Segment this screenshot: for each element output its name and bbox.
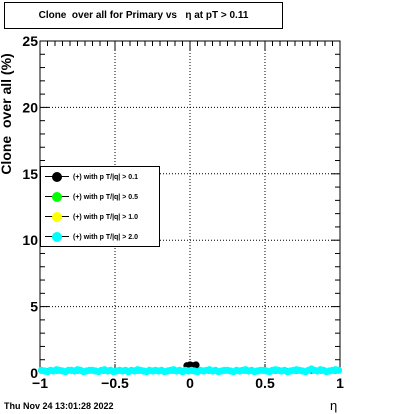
- legend-entry: (+) with p T/|q| > 0.5: [41, 187, 161, 207]
- x-tick-label: −0.5: [101, 375, 129, 391]
- y-tick-label: 20: [22, 99, 38, 115]
- legend-entry: (+) with p T/|q| > 1.0: [41, 207, 161, 227]
- grid: [40, 41, 340, 373]
- legend-entry: (+) with p T/|q| > 0.1: [41, 167, 161, 187]
- legend-marker: [52, 212, 62, 222]
- legend: (+) with p T/|q| > 0.1 (+) with p T/|q| …: [40, 166, 160, 247]
- x-tick-label: 0: [186, 375, 194, 391]
- legend-marker: [52, 172, 62, 182]
- legend-label: (+) with p T/|q| > 0.1: [73, 173, 138, 181]
- x-tick-label: −1: [32, 375, 48, 391]
- legend-entry: (+) with p T/|q| > 2.0: [41, 227, 161, 247]
- data-point-series-0: [192, 361, 200, 369]
- legend-label: (+) with p T/|q| > 0.5: [73, 193, 138, 201]
- y-tick-label: 5: [30, 299, 38, 315]
- chart-title: Clone over all for Primary vs η at pT > …: [4, 2, 283, 29]
- legend-label: (+) with p T/|q| > 1.0: [73, 213, 138, 221]
- legend-label: (+) with p T/|q| > 2.0: [73, 233, 138, 241]
- timestamp-footer: Thu Nov 24 13:01:28 2022: [4, 401, 114, 411]
- x-axis-label: η: [330, 398, 338, 413]
- data-points: [37, 361, 343, 376]
- legend-marker: [52, 232, 62, 242]
- x-tick-label: 1: [336, 375, 344, 391]
- legend-marker: [52, 192, 62, 202]
- y-tick-label: 15: [22, 166, 38, 182]
- y-tick-label: 0: [30, 365, 38, 381]
- y-axis-label-text: Clone over all (%): [0, 53, 14, 175]
- data-point-series-3: [334, 366, 343, 374]
- y-tick-label: 25: [22, 33, 38, 49]
- y-tick-label: 10: [22, 232, 38, 248]
- chart-title-text: Clone over all for Primary vs η at pT > …: [38, 10, 249, 21]
- x-tick-label: 0.5: [255, 375, 275, 391]
